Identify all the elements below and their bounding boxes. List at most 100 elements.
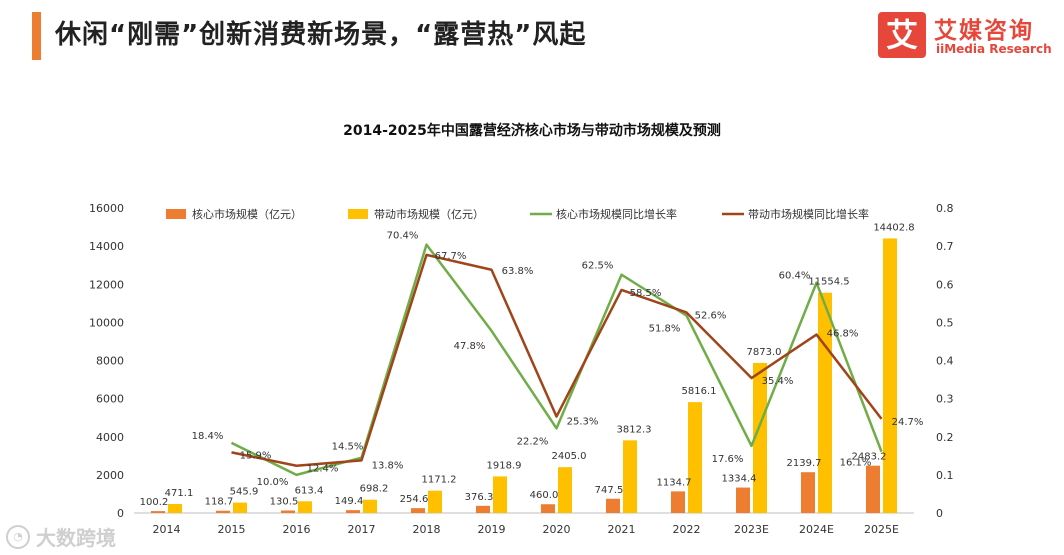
legend-label-core-market: 核心市场规模（亿元） <box>192 207 302 221</box>
x-tick-label: 2015 <box>218 523 246 536</box>
y-left-tick-label: 6000 <box>96 393 124 406</box>
title-accent-bar <box>32 12 41 60</box>
line-driven-label: 15.9% <box>240 450 272 461</box>
bar-core-label: 254.6 <box>400 494 429 505</box>
bar-driven-market <box>298 501 312 513</box>
x-tick-label: 2022 <box>673 523 701 536</box>
bar-core-market <box>736 487 750 513</box>
bar-driven-label: 7873.0 <box>747 347 782 358</box>
line-core-label: 47.8% <box>454 341 486 352</box>
bar-core-market <box>346 510 360 513</box>
y-left-tick-label: 2000 <box>96 469 124 482</box>
line-driven-label: 63.8% <box>502 266 534 277</box>
bar-driven-market <box>168 504 182 513</box>
y-right-tick-label: 0.6 <box>936 278 954 291</box>
y-left-tick-label: 16000 <box>89 202 124 215</box>
bar-driven-market <box>493 476 507 513</box>
bar-driven-market <box>363 499 377 513</box>
y-left-tick-label: 4000 <box>96 431 124 444</box>
line-core-growth <box>230 243 883 477</box>
line-core-label: 18.4% <box>192 431 224 442</box>
y-left-tick-label: 0 <box>117 507 124 520</box>
bar-core-market <box>151 511 165 513</box>
line-core-label: 62.5% <box>582 261 614 272</box>
x-tick-label: 2021 <box>608 523 636 536</box>
line-core-label: 17.6% <box>712 454 744 465</box>
bar-core-label: 1334.4 <box>722 474 757 485</box>
line-driven-label: 13.8% <box>372 460 404 471</box>
line-driven-label: 12.4% <box>307 464 339 475</box>
bar-core-label: 460.0 <box>530 490 559 501</box>
x-tick-label: 2025E <box>864 523 899 536</box>
legend-label-core-growth: 核心市场规模同比增长率 <box>556 207 677 221</box>
x-tick-label: 2014 <box>153 523 181 536</box>
line-core-label: 60.4% <box>779 271 811 282</box>
legend-swatch-core-market <box>166 209 186 219</box>
line-driven-label: 58.5% <box>630 288 662 299</box>
bar-driven-market <box>558 467 572 513</box>
legend-label-driven-market: 带动市场规模（亿元） <box>374 207 484 221</box>
legend-swatch-driven-market <box>348 209 368 219</box>
y-left-tick-label: 10000 <box>89 316 124 329</box>
bar-core-market <box>216 510 230 513</box>
bar-core-market <box>281 510 295 513</box>
line-core-label: 22.2% <box>517 436 549 447</box>
chat-bubble-icon: ◔ <box>6 524 30 549</box>
bar-driven-market <box>753 362 767 513</box>
bar-driven-label: 1918.9 <box>487 460 522 471</box>
bar-driven-market <box>818 292 832 513</box>
bar-core-market <box>476 505 490 513</box>
line-driven-label: 52.6% <box>695 310 727 321</box>
x-tick-label: 2024E <box>799 523 834 536</box>
bar-core-market <box>866 465 880 513</box>
bar-core-market <box>541 504 555 513</box>
x-tick-label: 2016 <box>283 523 311 536</box>
line-core-label: 51.8% <box>649 324 681 335</box>
line-core-label: 16.1% <box>840 458 872 469</box>
bar-driven-market <box>688 402 702 513</box>
bar-core-market <box>801 472 815 513</box>
y-left-tick-label: 8000 <box>96 355 124 368</box>
y-right-tick-label: 0.3 <box>936 393 954 406</box>
legend-label-driven-growth: 带动市场规模同比增长率 <box>748 207 869 221</box>
y-right-tick-label: 0.7 <box>936 240 954 253</box>
bar-driven-label: 1171.2 <box>422 475 457 486</box>
bar-driven-market <box>233 502 247 513</box>
y-right-tick-label: 0 <box>936 507 943 520</box>
line-core-label: 70.4% <box>387 231 419 242</box>
bar-driven-label: 471.1 <box>165 488 194 499</box>
bar-driven-label: 11554.5 <box>808 277 849 288</box>
line-core-label: 14.5% <box>332 442 364 453</box>
x-tick-label: 2019 <box>478 523 506 536</box>
y-left-tick-label: 14000 <box>89 240 124 253</box>
bar-core-label: 118.7 <box>205 497 234 508</box>
watermark-text: 大数跨境 <box>36 526 116 550</box>
bar-driven-market <box>623 440 637 513</box>
line-driven-label: 46.8% <box>827 329 859 340</box>
line-driven-label: 25.3% <box>567 417 599 428</box>
x-tick-label: 2018 <box>413 523 441 536</box>
x-tick-label: 2023E <box>734 523 769 536</box>
y-right-tick-label: 0.1 <box>936 469 954 482</box>
bar-driven-label: 14402.8 <box>873 222 914 233</box>
bar-core-label: 2483.2 <box>852 452 887 463</box>
bar-core-market <box>606 498 620 513</box>
chart-title: 2014-2025年中国露营经济核心市场与带动市场规模及预测 <box>343 123 721 139</box>
bar-driven-market <box>428 490 442 513</box>
bar-driven-market <box>883 238 897 513</box>
bar-driven-label: 698.2 <box>360 484 389 495</box>
bar-driven-label: 3812.3 <box>617 424 652 435</box>
page-title: 休闲“刚需”创新消费新场景，“露营热”风起 <box>55 20 587 50</box>
y-left-tick-label: 12000 <box>89 278 124 291</box>
line-driven-label: 24.7% <box>892 417 924 428</box>
line-core-label: 10.0% <box>257 477 289 488</box>
logo-mark: 艾 <box>878 12 926 58</box>
logo-name-en: iiMedia Research <box>936 42 1052 56</box>
bar-driven-label: 613.4 <box>295 485 324 496</box>
line-driven-label: 35.4% <box>762 376 794 387</box>
bar-core-label: 100.2 <box>140 497 169 508</box>
bar-core-label: 376.3 <box>465 492 494 503</box>
logo-name-cn: 艾媒咨询 <box>934 18 1034 44</box>
bar-driven-label: 545.9 <box>230 487 259 498</box>
